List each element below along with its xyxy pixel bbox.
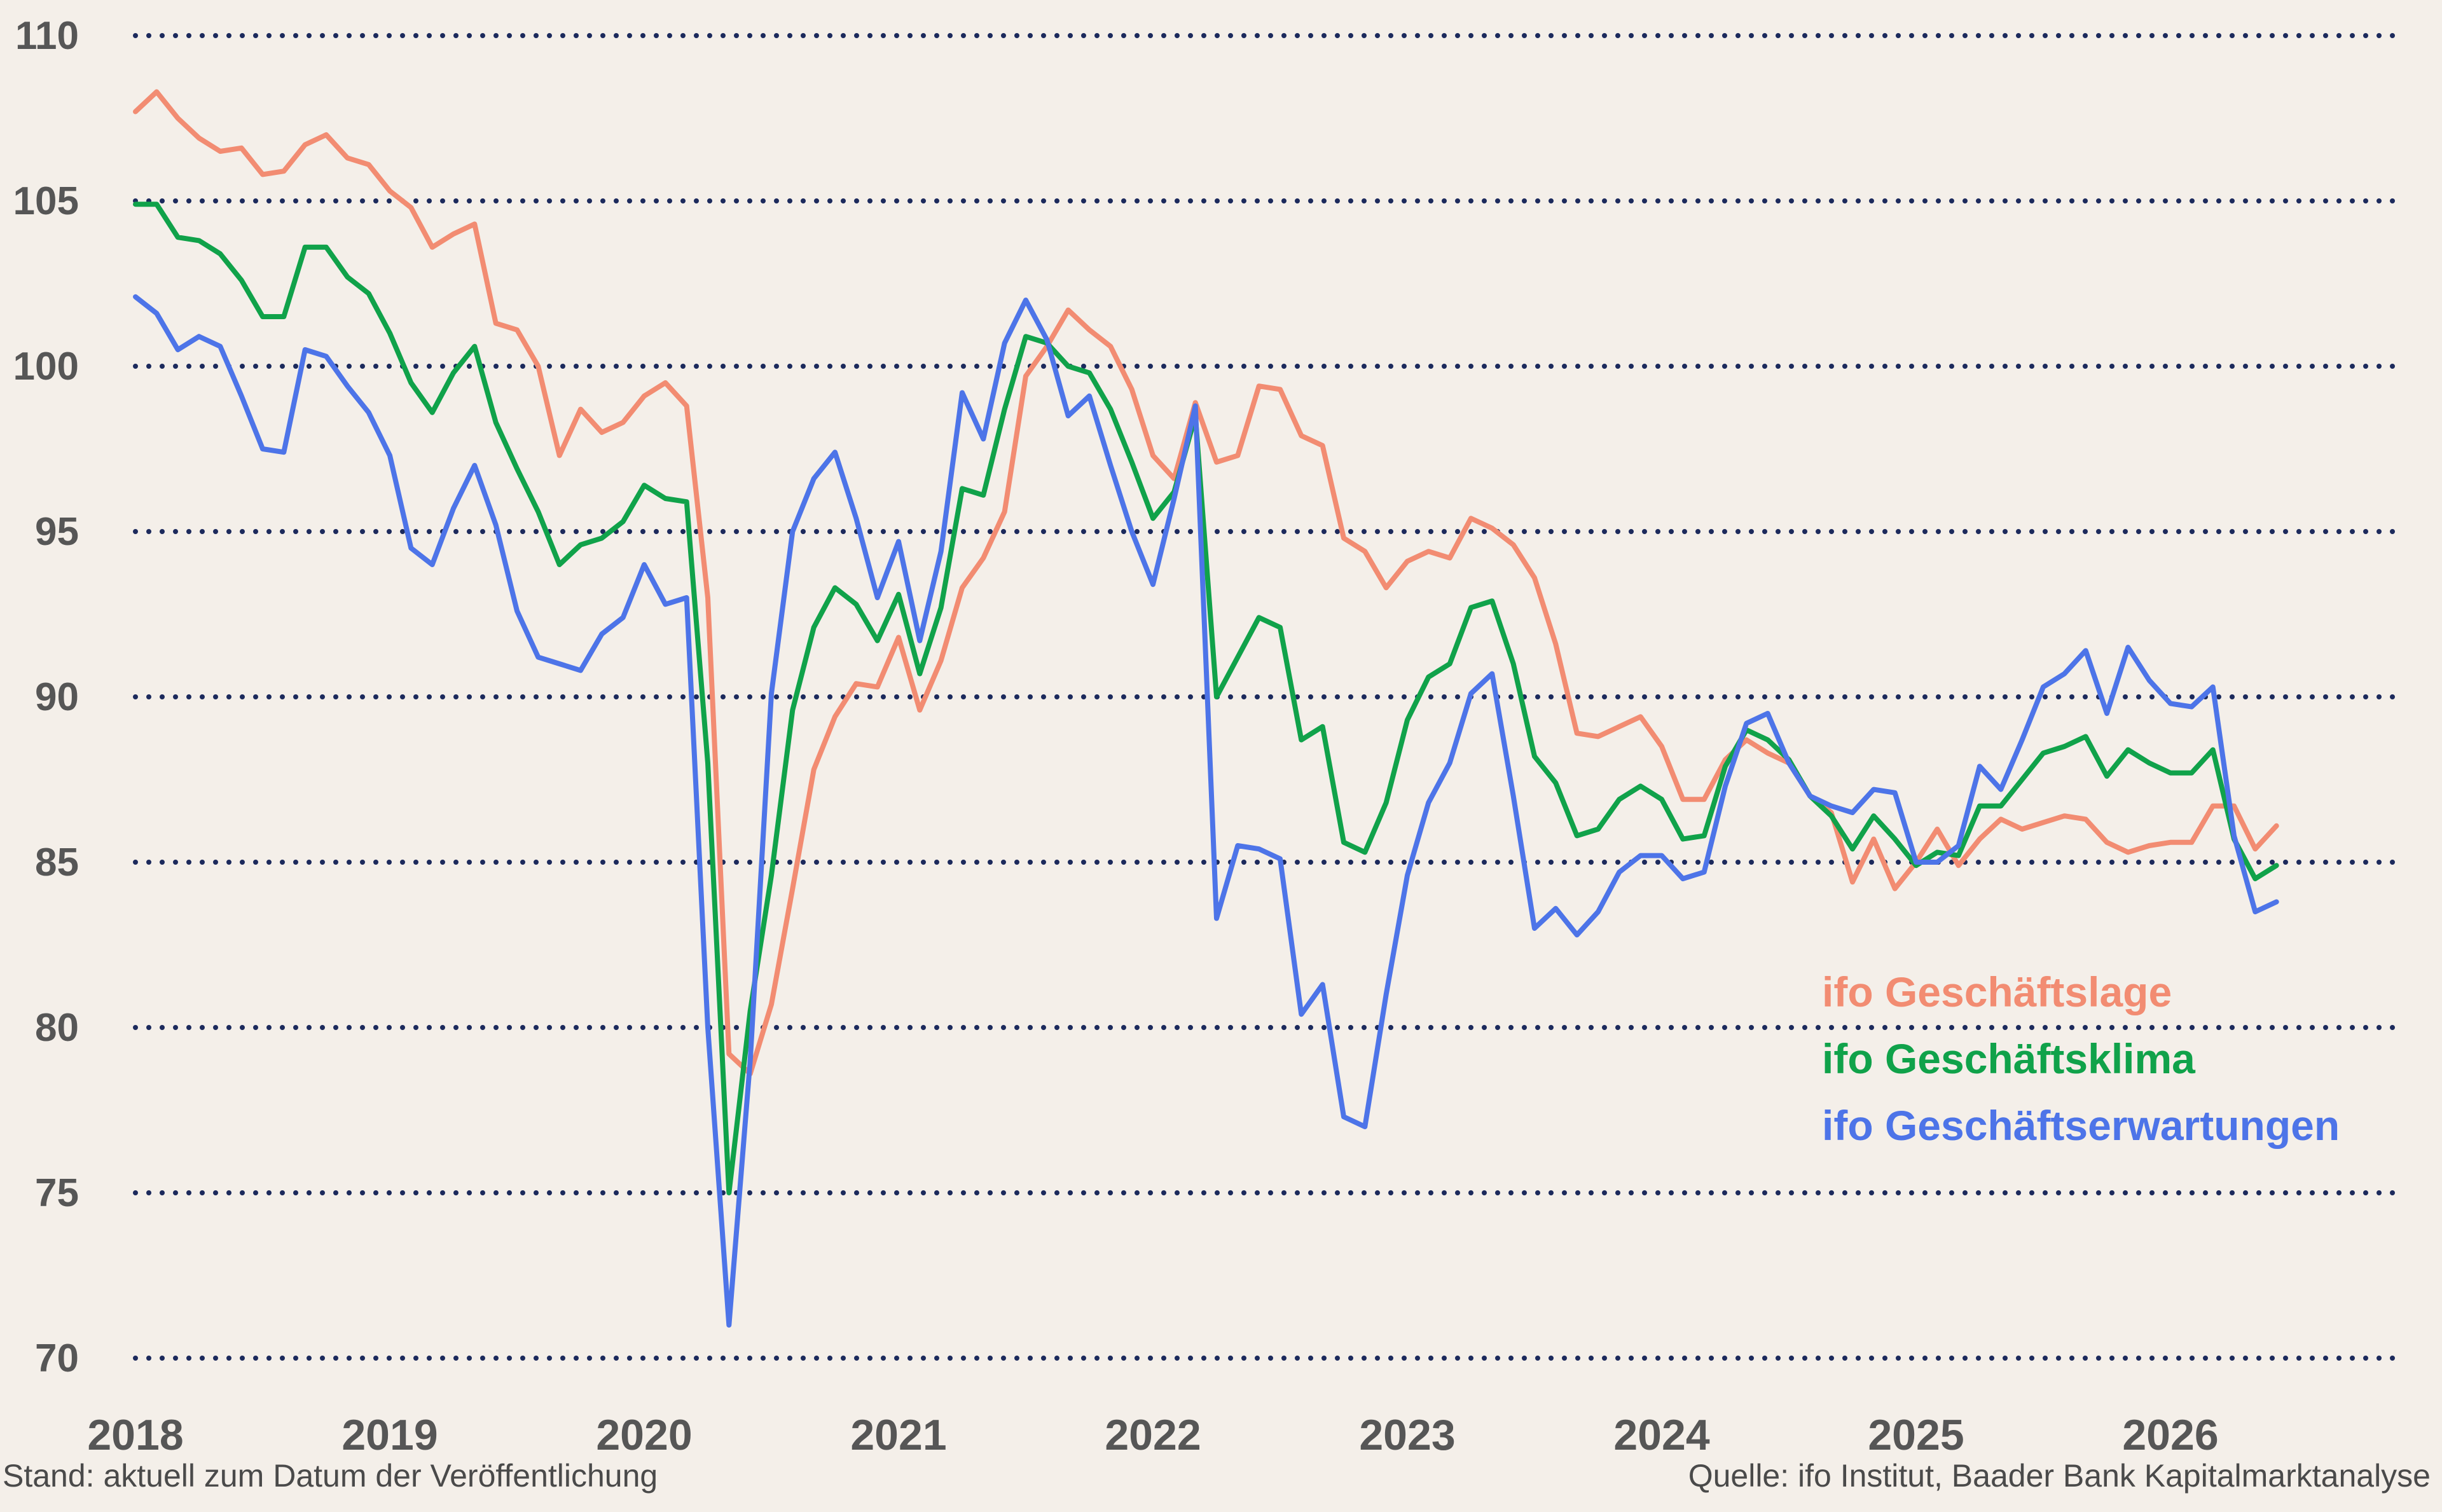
legend-item-erwartungen: ifo Geschäftserwartungen: [1822, 1102, 2340, 1149]
y-tick-label: 105: [13, 179, 79, 223]
x-tick-label: 2023: [1359, 1411, 1455, 1459]
x-tick-label: 2022: [1105, 1411, 1201, 1459]
y-tick-label: 100: [13, 345, 79, 388]
x-tick-label: 2021: [850, 1411, 946, 1459]
series-line-erwartungen: [133, 294, 2279, 1328]
legend-item-lage: ifo Geschäftslage: [1822, 968, 2172, 1015]
x-axis: 2018 2019 2020 2021 2022 2023 2024 2025 2026: [87, 1411, 2218, 1459]
y-tick-label: 80: [35, 1006, 79, 1050]
y-tick-label: 90: [35, 675, 79, 719]
gridlines: [133, 33, 2400, 1361]
footer-right: Quelle: ifo Institut, Baader Bank Kapita…: [1688, 1458, 2431, 1494]
y-axis: 110 105 100 95 90 85 80 75 70: [13, 14, 79, 1380]
x-tick-label: 2026: [2122, 1411, 2218, 1459]
x-tick-label: 2018: [87, 1411, 183, 1459]
x-tick-label: 2025: [1868, 1411, 1964, 1459]
x-tick-label: 2020: [596, 1411, 692, 1459]
y-tick-label: 95: [35, 510, 79, 554]
footer-left: Stand: aktuell zum Datum der Veröffentli…: [3, 1458, 658, 1494]
y-tick-label: 75: [35, 1171, 79, 1215]
plot-lines: [133, 89, 2279, 1328]
x-tick-label: 2024: [1613, 1411, 1709, 1459]
y-tick-label: 70: [35, 1337, 79, 1380]
legend: ifo Geschäftslage ifo Geschäftsklima ifo G…: [1822, 968, 2340, 1149]
series-line-lage: [133, 89, 2279, 1076]
y-tick-label: 85: [35, 841, 79, 884]
legend-item-klima: ifo Geschäftsklima: [1822, 1035, 2196, 1082]
y-tick-label: 110: [15, 14, 79, 58]
x-tick-label: 2019: [341, 1411, 438, 1459]
